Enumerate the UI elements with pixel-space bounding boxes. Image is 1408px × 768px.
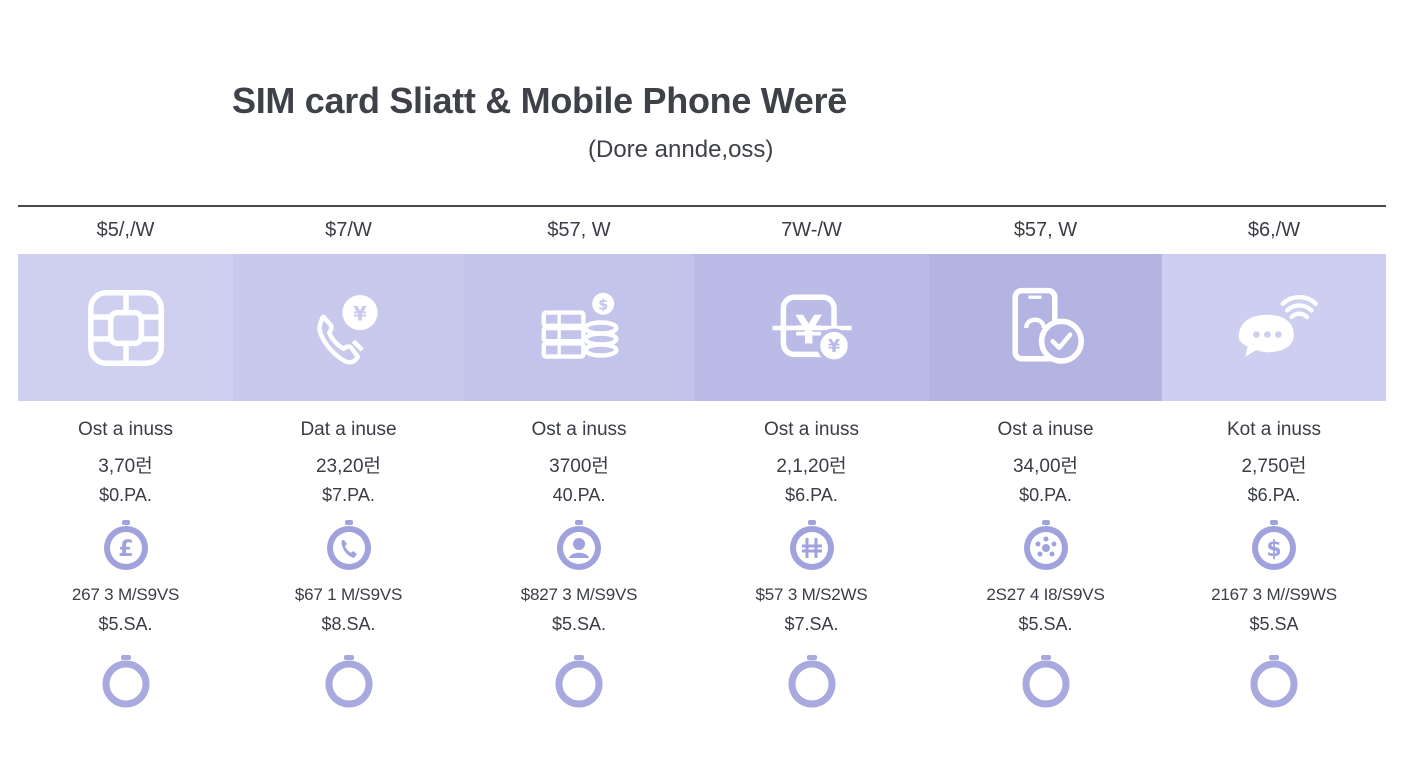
plan-column[interactable]: $57, W $ Ost a inuss 3700런 40.PA. bbox=[464, 207, 694, 727]
plan-band bbox=[18, 254, 233, 401]
plan-status: Ost a inuss bbox=[763, 419, 860, 440]
pound-icon: £ bbox=[99, 520, 153, 574]
dollar-icon: $ bbox=[1247, 520, 1301, 574]
mobile-check-icon bbox=[1011, 287, 1084, 364]
plan-price: $57, W bbox=[547, 219, 611, 241]
plan-column[interactable]: $5/,/W Ost a inuss 3,70런 $0.PA. £ bbox=[18, 207, 233, 727]
plan-band: ¥ ¥ bbox=[694, 254, 929, 401]
page-title: SIM card Sliatt & Mobile Phone Werē bbox=[232, 80, 847, 121]
plan-columns: $5/,/W Ost a inuss 3,70런 $0.PA. £ bbox=[18, 207, 1386, 727]
ring-icon bbox=[1247, 655, 1301, 709]
chat-signal-icon bbox=[1238, 294, 1318, 357]
plan-speed: 2167 3 M//S9WS bbox=[1211, 585, 1337, 604]
plan-sa: $5.SA. bbox=[1018, 614, 1073, 634]
plan-rate: $6.PA. bbox=[785, 485, 838, 505]
plan-speed: 267 3 M/S9VS bbox=[71, 585, 180, 604]
svg-text:¥: ¥ bbox=[353, 302, 367, 325]
plan-price: $6,/W bbox=[1247, 219, 1301, 241]
plan-column[interactable]: $7/W ¥ Dat a inuse 23,20런 $7.PA. $67 1 M… bbox=[233, 207, 464, 727]
plan-price: $5/,/W bbox=[96, 219, 155, 241]
phone-icon bbox=[322, 520, 376, 574]
plan-sa: $8.SA. bbox=[321, 614, 376, 634]
plan-amount: 2,1,20런 bbox=[776, 456, 847, 477]
plan-rate: $0.PA. bbox=[99, 485, 152, 505]
plan-price: $7/W bbox=[325, 219, 372, 241]
user-icon bbox=[552, 520, 606, 574]
plan-amount: 34,00런 bbox=[1012, 456, 1079, 477]
plan-column[interactable]: $6,/W Kot a inuss 2,750런 $6.PA. $ 2167 bbox=[1162, 207, 1386, 727]
plan-sa: $7.SA. bbox=[784, 614, 839, 634]
ring-icon bbox=[785, 655, 839, 709]
sim-chip-icon bbox=[87, 289, 164, 366]
page-subtitle: (Dore annde,oss) bbox=[588, 136, 774, 163]
yen-exchange-icon: ¥ ¥ bbox=[771, 293, 852, 363]
svg-text:$: $ bbox=[1266, 537, 1281, 562]
network-icon bbox=[1019, 520, 1073, 574]
plan-speed: $827 3 M/S9VS bbox=[520, 585, 638, 604]
plan-column[interactable]: 7W-/W ¥ ¥ Ost a inuss 2,1,20런 $6.PA. bbox=[694, 207, 929, 727]
plan-column[interactable]: $57, W Ost a inuse 34,00런 $0.PA. bbox=[929, 207, 1162, 727]
ring-icon bbox=[99, 655, 153, 709]
svg-text:¥: ¥ bbox=[827, 337, 840, 357]
plan-band: ¥ bbox=[233, 254, 464, 401]
plan-sa: $5.SA. bbox=[551, 614, 607, 634]
coins-stack-icon: $ bbox=[541, 292, 619, 359]
plan-amount: 2,750런 bbox=[1241, 456, 1307, 477]
plan-price: $57, W bbox=[1013, 219, 1078, 241]
plan-speed: $67 1 M/S9VS bbox=[294, 585, 403, 604]
plan-rate: 40.PA. bbox=[552, 485, 606, 505]
plan-band: $ bbox=[464, 254, 694, 401]
plan-status: Kot a inuss bbox=[1227, 419, 1321, 440]
plan-band bbox=[929, 254, 1162, 401]
plan-rate: $0.PA. bbox=[1019, 485, 1072, 505]
plan-amount: 23,20런 bbox=[315, 456, 382, 477]
phone-yen-icon: ¥ bbox=[316, 294, 378, 365]
plan-sa: $5.SA bbox=[1249, 614, 1299, 634]
plan-status: Dat a inuse bbox=[300, 419, 397, 440]
header-divider bbox=[18, 205, 1386, 207]
currency-icon bbox=[785, 520, 839, 574]
plan-speed: 2S27 4 I8/S9VS bbox=[986, 585, 1105, 604]
plan-status: Ost a inuss bbox=[77, 419, 174, 440]
plan-amount: 3700런 bbox=[549, 456, 609, 477]
ring-icon bbox=[552, 655, 606, 709]
plan-status: Ost a inuss bbox=[531, 419, 627, 440]
plan-rate: $6.PA. bbox=[1247, 485, 1301, 505]
plan-status: Ost a inuse bbox=[997, 419, 1094, 440]
svg-text:$: $ bbox=[598, 297, 608, 313]
svg-text:£: £ bbox=[118, 537, 133, 562]
plan-amount: 3,70런 bbox=[98, 456, 153, 477]
plan-rate: $7.PA. bbox=[322, 485, 375, 505]
ring-icon bbox=[1019, 655, 1073, 709]
ring-icon bbox=[322, 655, 376, 709]
plan-band bbox=[1162, 254, 1386, 401]
plan-price: 7W-/W bbox=[781, 219, 842, 241]
plan-sa: $5.SA. bbox=[98, 614, 153, 634]
plan-speed: $57 3 M/S2WS bbox=[755, 585, 868, 604]
